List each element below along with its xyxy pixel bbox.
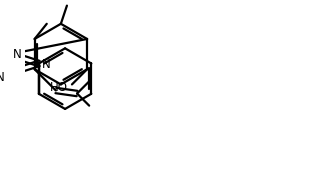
Text: N: N: [42, 58, 51, 71]
Text: N: N: [13, 48, 22, 61]
Text: HO: HO: [50, 81, 68, 94]
Text: N: N: [0, 71, 4, 84]
